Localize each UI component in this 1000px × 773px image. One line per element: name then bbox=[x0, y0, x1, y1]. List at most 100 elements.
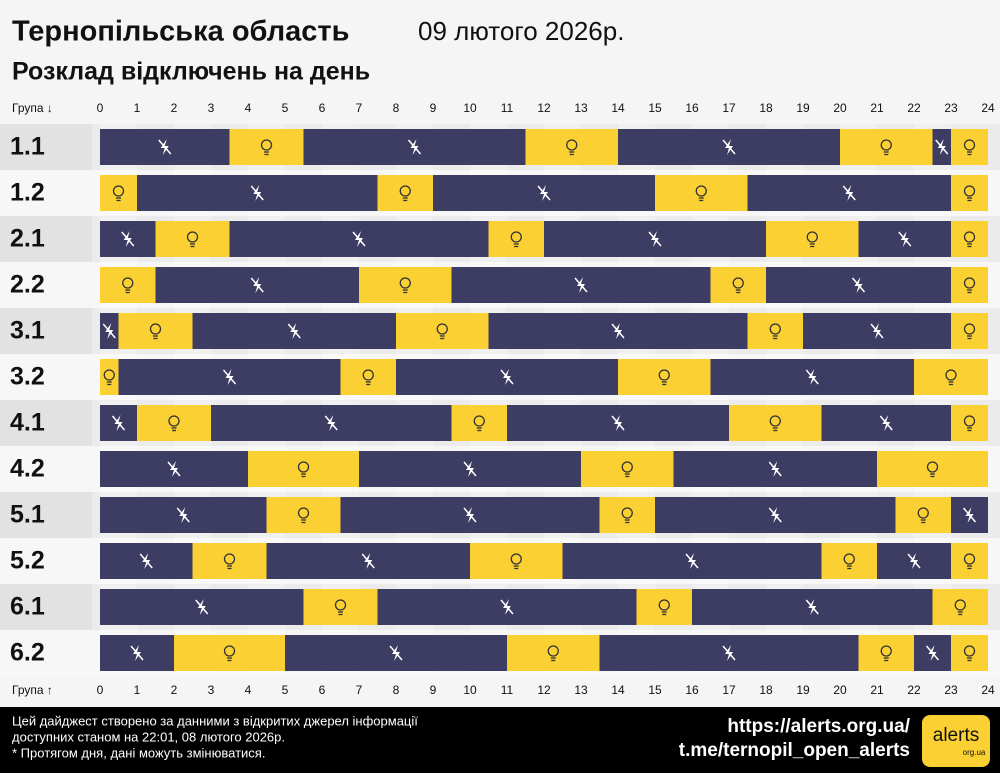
strike bbox=[768, 461, 782, 477]
row-label-bg bbox=[0, 170, 92, 216]
footer-text: * Протягом дня, дані можуть змінюватися. bbox=[12, 745, 265, 760]
bulb-icon bbox=[297, 461, 310, 478]
bulb-icon bbox=[399, 185, 411, 202]
link[interactable]: https://alerts.org.ua/ bbox=[727, 716, 910, 737]
no-power-icon bbox=[611, 323, 625, 339]
power-on-segment bbox=[914, 359, 988, 395]
no-power-icon bbox=[962, 507, 977, 523]
x-tick-label: 23 bbox=[944, 101, 958, 115]
power-on-segment bbox=[636, 589, 692, 625]
bulb-icon bbox=[769, 415, 781, 432]
power-on-segment bbox=[118, 313, 193, 349]
bulb bbox=[963, 277, 976, 289]
bulb bbox=[103, 369, 115, 381]
x-tick-label: 1 bbox=[134, 101, 141, 115]
power-on-segment bbox=[488, 221, 544, 257]
bulb-icon bbox=[880, 139, 892, 156]
link[interactable]: t.me/ternopil_open_alerts bbox=[679, 740, 910, 761]
strike bbox=[195, 599, 209, 615]
no-power-icon bbox=[935, 139, 949, 155]
bulb bbox=[112, 185, 125, 197]
group-label: 5.1 bbox=[10, 501, 45, 529]
x-tick-label: 18 bbox=[759, 101, 773, 115]
strike bbox=[722, 645, 736, 661]
x-tick-label: 9 bbox=[430, 101, 437, 115]
bulb bbox=[963, 231, 976, 243]
no-power-icon bbox=[898, 231, 912, 247]
chart-title: Тернопільська область bbox=[12, 16, 349, 48]
axis-label: Група ↓ bbox=[12, 101, 53, 115]
column-band bbox=[692, 124, 729, 676]
x-tick-label: 3 bbox=[208, 101, 215, 115]
no-power-icon bbox=[851, 277, 866, 293]
no-power-icon bbox=[176, 507, 190, 523]
x-tick-label: 8 bbox=[393, 683, 400, 697]
bulb bbox=[260, 139, 273, 151]
x-tick-label: 19 bbox=[796, 101, 810, 115]
power-on-segment bbox=[729, 405, 822, 441]
x-tick-label: 11 bbox=[501, 683, 514, 697]
bulb bbox=[963, 415, 976, 427]
no-power-icon bbox=[352, 231, 366, 247]
bulb bbox=[621, 507, 633, 519]
bulb bbox=[963, 323, 976, 335]
group-label: 6.2 bbox=[10, 639, 45, 667]
column-band bbox=[618, 124, 655, 676]
power-on-segment bbox=[840, 129, 933, 165]
bulb-icon bbox=[963, 323, 976, 340]
no-power-icon bbox=[870, 323, 884, 339]
bulb-icon bbox=[510, 553, 522, 570]
strike bbox=[167, 461, 181, 477]
bulb-icon bbox=[621, 507, 633, 524]
row-label-bg bbox=[0, 584, 92, 630]
power-on-segment bbox=[951, 175, 988, 211]
strike bbox=[925, 645, 940, 661]
bulb bbox=[362, 369, 374, 381]
strike bbox=[935, 139, 949, 155]
x-tick-label: 4 bbox=[245, 101, 252, 115]
power-on-segment bbox=[618, 359, 711, 395]
power-on-segment bbox=[951, 221, 988, 257]
column-band bbox=[914, 124, 951, 676]
x-tick-label: 2 bbox=[171, 101, 178, 115]
strike bbox=[287, 323, 301, 339]
bulb bbox=[880, 139, 892, 151]
power-on-segment bbox=[766, 221, 859, 257]
no-power-icon bbox=[842, 185, 856, 201]
bulb bbox=[658, 599, 670, 611]
x-tick-label: 10 bbox=[463, 101, 477, 115]
x-tick-label: 3 bbox=[208, 683, 215, 697]
strike bbox=[574, 277, 588, 293]
footer bbox=[0, 707, 1000, 773]
bulb bbox=[436, 323, 448, 335]
strike bbox=[907, 553, 921, 569]
row-label-bg bbox=[0, 216, 92, 262]
x-tick-label: 15 bbox=[648, 101, 662, 115]
row-label-bg bbox=[0, 354, 92, 400]
strike bbox=[842, 185, 856, 201]
power-on-segment bbox=[858, 635, 914, 671]
strike bbox=[537, 185, 551, 201]
bulb bbox=[149, 323, 162, 335]
strike bbox=[389, 645, 403, 661]
x-tick-label: 24 bbox=[981, 101, 995, 115]
no-power-icon bbox=[685, 553, 699, 569]
x-tick-label: 8 bbox=[393, 101, 400, 115]
bulb bbox=[769, 415, 781, 427]
strike bbox=[463, 461, 477, 477]
bulb bbox=[843, 553, 855, 565]
strike bbox=[500, 599, 514, 615]
bulb-icon bbox=[260, 139, 273, 156]
no-power-icon bbox=[768, 507, 782, 523]
no-power-icon bbox=[722, 645, 736, 661]
group-label: 4.2 bbox=[10, 455, 45, 483]
x-tick-label: 0 bbox=[97, 101, 104, 115]
no-power-icon bbox=[222, 369, 237, 385]
x-tick-label: 20 bbox=[833, 683, 847, 697]
strike bbox=[158, 139, 172, 155]
strike bbox=[768, 507, 782, 523]
no-power-icon bbox=[250, 277, 264, 293]
bulb-icon bbox=[769, 323, 781, 340]
x-tick-label: 6 bbox=[319, 101, 326, 115]
